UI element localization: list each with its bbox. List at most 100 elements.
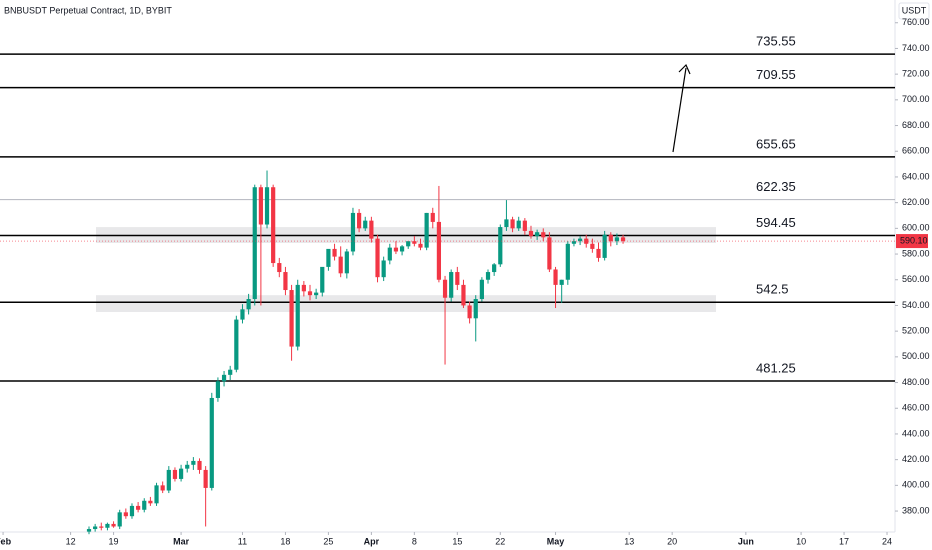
level-label: 594.45 (756, 215, 796, 230)
x-tick-label: May (547, 536, 565, 546)
candle-body (129, 505, 135, 517)
candle-body (295, 284, 300, 347)
candle-body (93, 526, 98, 530)
candle-body (412, 241, 417, 244)
candle-body (510, 219, 515, 229)
level-label: 542.5 (756, 282, 789, 297)
y-tick-label: 660.00 (902, 146, 930, 156)
candle-body (535, 232, 540, 237)
arrow-shaft (672, 67, 687, 153)
y-tick-label: 760.00 (902, 17, 930, 27)
candle-body (215, 381, 221, 398)
candle-body (498, 227, 503, 265)
y-tick-label: 640.00 (902, 171, 930, 181)
candle-body (577, 238, 583, 242)
candle-body (191, 460, 196, 465)
x-tick-label: 10 (796, 536, 806, 546)
y-tick-label: 720.00 (902, 69, 930, 79)
x-tick-label: 22 (495, 536, 505, 546)
candle-body (614, 237, 620, 242)
y-tick-label: 440.00 (902, 428, 930, 438)
x-tick-label: Jun (738, 536, 754, 546)
candle-body (123, 512, 128, 517)
candle-body (387, 247, 392, 261)
candle-body (289, 290, 294, 347)
candle-body (442, 279, 448, 298)
x-tick-label: 13 (624, 536, 634, 546)
currency: USDT (902, 5, 927, 15)
y-tick-label: 460.00 (902, 403, 930, 413)
candle-body (185, 464, 190, 469)
x-tick-label: 12 (66, 536, 76, 546)
candle-body (565, 243, 570, 280)
candle-body (240, 309, 245, 320)
last-price-label: 590.10 (900, 235, 928, 245)
candle-body (608, 234, 613, 242)
y-tick-label: 420.00 (902, 454, 930, 464)
candle-body (449, 272, 454, 298)
candle-body (117, 512, 122, 527)
candle-body (111, 523, 116, 527)
y-tick-label: 700.00 (902, 94, 930, 104)
candle-body (516, 220, 521, 229)
candle-body (136, 505, 141, 510)
y-tick-label: 680.00 (902, 120, 930, 130)
level-label: 481.25 (756, 360, 796, 375)
candle-body (473, 299, 478, 319)
candle-body (142, 500, 147, 510)
candle-body (332, 248, 337, 257)
x-tick-label: 11 (238, 536, 247, 546)
candle-body (430, 212, 435, 222)
candle-body (258, 187, 263, 225)
candle-body (418, 243, 423, 248)
x-tick-label: 8 (412, 536, 417, 546)
candle-body (559, 279, 564, 285)
candle-body (620, 237, 626, 242)
candle-body (375, 238, 380, 278)
currency-box[interactable] (898, 2, 930, 20)
y-tick-label: 620.00 (902, 197, 930, 207)
candle-body (406, 241, 411, 247)
x-tick-label: 17 (839, 536, 849, 546)
x-tick-label: Apr (364, 536, 380, 546)
y-tick-label: 480.00 (902, 377, 930, 387)
candle-body (234, 319, 239, 370)
plot (0, 53, 895, 535)
candle-body (277, 263, 282, 273)
candle-body (203, 469, 208, 488)
x-tick-label: 20 (667, 536, 677, 546)
x-tick-label: Feb (0, 536, 12, 546)
candle-body (485, 272, 491, 280)
candle-body (166, 469, 171, 491)
y-tick-label: 740.00 (902, 43, 930, 53)
candle-body (461, 284, 466, 306)
candle-body (320, 266, 325, 293)
candle-body (424, 212, 429, 248)
candle-body (479, 279, 484, 300)
candle-body (547, 237, 552, 270)
candle-body (571, 241, 577, 244)
candle-body (399, 246, 405, 252)
candle-body (369, 220, 374, 239)
candle-body (528, 230, 534, 237)
candle-body (326, 248, 331, 267)
y-tick-label: 600.00 (902, 223, 930, 233)
candle-body (264, 187, 270, 225)
candle-body (584, 238, 589, 244)
y-tick-label: 580.00 (902, 248, 930, 258)
candle-body (209, 397, 214, 488)
candle-body (541, 232, 546, 238)
candle-body (357, 212, 362, 229)
y-tick-label: 400.00 (902, 480, 930, 490)
x-tick-label: 24 (882, 536, 892, 546)
candle-body (301, 284, 306, 292)
candle-body (455, 272, 460, 285)
x-tick-label: 18 (280, 536, 290, 546)
candle-body (307, 291, 313, 296)
candle-body (350, 212, 356, 252)
level-label: 709.55 (756, 67, 796, 82)
candle-body (363, 220, 368, 229)
candle-body (221, 374, 227, 382)
candle-body (283, 272, 288, 291)
